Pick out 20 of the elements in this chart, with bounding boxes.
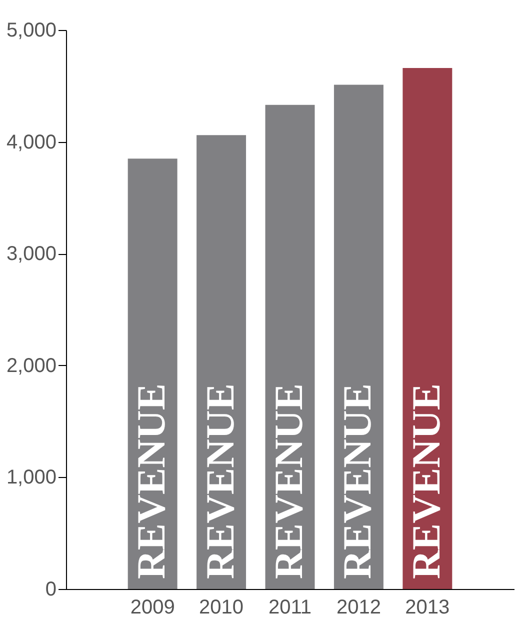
- bar: [402, 68, 452, 589]
- bar: [334, 84, 384, 589]
- annotation: REVENUE: [128, 383, 174, 579]
- y-tick-label: 2,000: [6, 354, 56, 377]
- bar: [265, 104, 315, 589]
- y-tick-label: 3,000: [6, 243, 56, 266]
- y-tick-label: 4,000: [6, 131, 56, 154]
- x-tick-label: 2011: [268, 596, 312, 618]
- x-tick-label: 2010: [199, 596, 244, 618]
- x-tick-label: 2012: [336, 596, 381, 618]
- y-tick-label: 0: [45, 578, 56, 600]
- x-tick-label: 2013: [405, 596, 450, 618]
- annotation: REVENUE: [266, 383, 311, 579]
- annotation: REVENUE: [197, 383, 242, 579]
- annotation: REVENUE: [403, 383, 448, 579]
- y-tick-label: 5,000: [6, 20, 56, 42]
- annotation: REVENUE: [334, 383, 380, 579]
- bar: [196, 135, 246, 589]
- x-tick-label: 2009: [130, 596, 175, 618]
- y-tick-label: 1,000: [6, 466, 56, 489]
